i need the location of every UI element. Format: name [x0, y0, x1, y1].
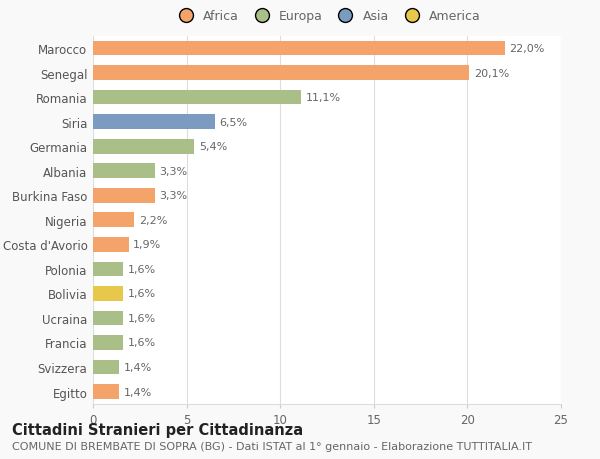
Bar: [93, 213, 134, 228]
Text: COMUNE DI BREMBATE DI SOPRA (BG) - Dati ISTAT al 1° gennaio - Elaborazione TUTTI: COMUNE DI BREMBATE DI SOPRA (BG) - Dati …: [12, 441, 532, 451]
Bar: [93, 164, 155, 179]
Text: 6,5%: 6,5%: [220, 118, 247, 128]
Text: 1,9%: 1,9%: [133, 240, 161, 250]
Text: 3,3%: 3,3%: [160, 191, 188, 201]
Text: 22,0%: 22,0%: [509, 44, 545, 54]
Bar: [93, 189, 155, 203]
Bar: [93, 90, 301, 105]
Bar: [93, 360, 119, 375]
Text: 1,6%: 1,6%: [128, 313, 156, 323]
Bar: [93, 336, 123, 350]
Bar: [93, 115, 215, 130]
Text: 1,6%: 1,6%: [128, 289, 156, 299]
Text: 1,4%: 1,4%: [124, 386, 152, 397]
Text: 11,1%: 11,1%: [305, 93, 341, 103]
Legend: Africa, Europa, Asia, America: Africa, Europa, Asia, America: [169, 6, 485, 27]
Text: 3,3%: 3,3%: [160, 166, 188, 176]
Bar: [93, 286, 123, 301]
Bar: [93, 384, 119, 399]
Text: Cittadini Stranieri per Cittadinanza: Cittadini Stranieri per Cittadinanza: [12, 422, 303, 437]
Bar: [93, 66, 469, 81]
Text: 1,6%: 1,6%: [128, 264, 156, 274]
Bar: [93, 262, 123, 277]
Text: 20,1%: 20,1%: [474, 68, 509, 78]
Text: 1,4%: 1,4%: [124, 362, 152, 372]
Bar: [93, 140, 194, 154]
Text: 5,4%: 5,4%: [199, 142, 227, 152]
Bar: [93, 237, 128, 252]
Text: 2,2%: 2,2%: [139, 215, 167, 225]
Bar: [93, 42, 505, 56]
Text: 1,6%: 1,6%: [128, 338, 156, 348]
Bar: [93, 311, 123, 325]
